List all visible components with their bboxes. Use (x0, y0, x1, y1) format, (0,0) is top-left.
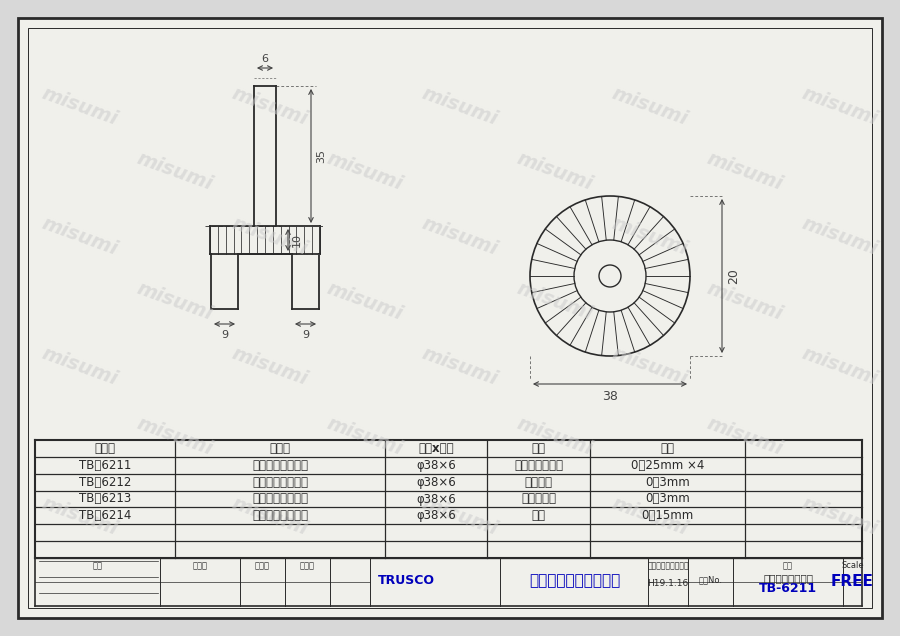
Text: TRUSCO: TRUSCO (378, 574, 435, 588)
Text: ワイヤー: ワイヤー (525, 476, 553, 488)
Text: 品名: 品名 (783, 561, 793, 570)
Text: TB－6213: TB－6213 (79, 492, 131, 506)
Text: misumi: misumi (609, 214, 690, 258)
Text: misumi: misumi (609, 83, 690, 128)
Text: Scale: Scale (842, 561, 864, 570)
Text: 真鍜: 真鍜 (532, 509, 545, 522)
Text: misumi: misumi (40, 343, 121, 389)
Text: 軸付ホイルブラシ: 軸付ホイルブラシ (252, 509, 308, 522)
Text: 0．15mm: 0．15mm (642, 509, 694, 522)
Text: 0．3mm: 0．3mm (645, 476, 690, 488)
Text: misumi: misumi (419, 494, 500, 539)
Text: 軸付ホイルブラシ: 軸付ホイルブラシ (252, 476, 308, 488)
Text: トラスコ中山株式会社: トラスコ中山株式会社 (529, 574, 621, 588)
Text: 軸付ホイルブラシ: 軸付ホイルブラシ (252, 492, 308, 506)
Text: H19.1.16: H19.1.16 (647, 579, 688, 588)
Text: misumi: misumi (419, 343, 500, 389)
Text: misumi: misumi (419, 214, 500, 258)
Text: misumi: misumi (40, 214, 121, 258)
Text: misumi: misumi (40, 83, 121, 128)
Text: misumi: misumi (515, 279, 596, 324)
Text: misumi: misumi (515, 413, 596, 459)
Text: 承　認: 承 認 (193, 561, 208, 570)
Text: ゴールドメッキ: ゴールドメッキ (514, 459, 563, 472)
Text: TB－6211: TB－6211 (79, 459, 131, 472)
Text: 品番: 品番 (93, 561, 103, 570)
Text: φ38×6: φ38×6 (416, 509, 456, 522)
Text: misumi: misumi (134, 413, 216, 459)
Text: 6: 6 (262, 54, 268, 64)
Text: 0．25mm ×4: 0．25mm ×4 (631, 459, 704, 472)
Text: misumi: misumi (324, 413, 406, 459)
Text: ステンレス: ステンレス (521, 492, 556, 506)
Text: 品　名: 品 名 (269, 442, 291, 455)
Text: misumi: misumi (134, 279, 216, 324)
Text: 35: 35 (316, 149, 326, 163)
Text: 外径x軸径: 外径x軸径 (418, 442, 454, 455)
Text: 品　番: 品 番 (94, 442, 115, 455)
Text: misumi: misumi (419, 83, 500, 128)
Text: TB－6214: TB－6214 (79, 509, 131, 522)
Text: misumi: misumi (705, 148, 786, 193)
Text: 軸付ホイルブラシ: 軸付ホイルブラシ (763, 573, 813, 583)
Text: 10: 10 (292, 233, 302, 247)
Text: 線材: 線材 (532, 442, 545, 455)
Text: misumi: misumi (230, 343, 310, 389)
Text: misumi: misumi (799, 214, 880, 258)
Text: φ38×6: φ38×6 (416, 476, 456, 488)
Text: misumi: misumi (609, 343, 690, 389)
Text: misumi: misumi (799, 494, 880, 539)
Text: misumi: misumi (230, 214, 310, 258)
Text: φ38×6: φ38×6 (416, 492, 456, 506)
Text: 0．3mm: 0．3mm (645, 492, 690, 506)
Text: FREE: FREE (831, 574, 874, 590)
Text: TB－6212: TB－6212 (79, 476, 131, 488)
Text: 設　計: 設 計 (300, 561, 315, 570)
Text: 9: 9 (302, 330, 309, 340)
Text: misumi: misumi (799, 343, 880, 389)
Text: misumi: misumi (705, 413, 786, 459)
Text: 査　閲: 査 閲 (255, 561, 270, 570)
Text: misumi: misumi (324, 148, 406, 193)
Text: φ38×6: φ38×6 (416, 459, 456, 472)
Text: 設計年月日　全　量: 設計年月日 全 量 (647, 561, 688, 570)
Text: 9: 9 (220, 330, 228, 340)
Text: 変入No.: 変入No. (698, 576, 723, 584)
Text: misumi: misumi (40, 494, 121, 539)
Text: misumi: misumi (230, 494, 310, 539)
Text: TB-6211: TB-6211 (759, 583, 817, 595)
Text: 38: 38 (602, 390, 618, 403)
Text: 線径: 線径 (661, 442, 674, 455)
Text: 20: 20 (727, 268, 740, 284)
Text: misumi: misumi (230, 83, 310, 128)
Text: misumi: misumi (134, 148, 216, 193)
Text: misumi: misumi (324, 279, 406, 324)
Text: misumi: misumi (515, 148, 596, 193)
Text: misumi: misumi (609, 494, 690, 539)
Text: misumi: misumi (799, 83, 880, 128)
Text: misumi: misumi (705, 279, 786, 324)
Text: 軸付ホイルブラシ: 軸付ホイルブラシ (252, 459, 308, 472)
